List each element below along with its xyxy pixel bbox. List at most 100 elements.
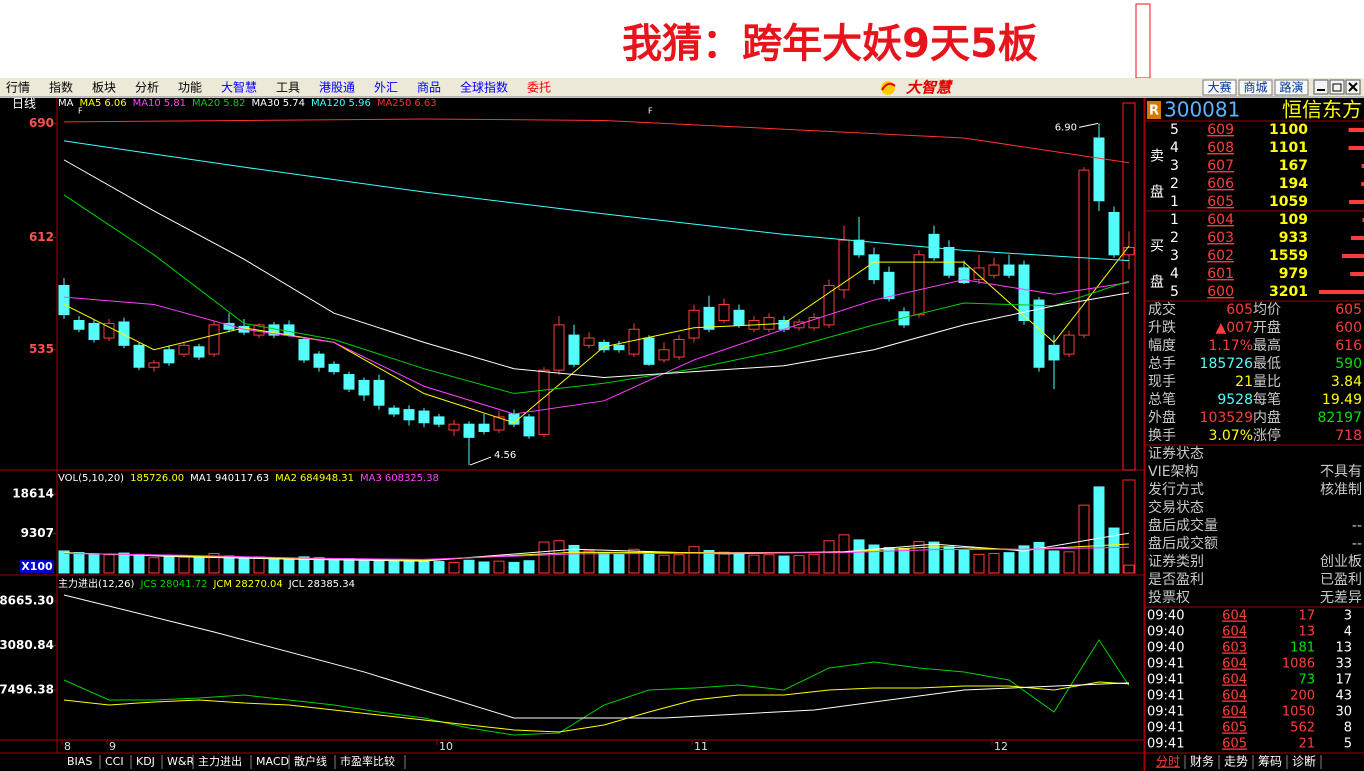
menu-item[interactable]: 指数 — [49, 80, 73, 95]
menu-item[interactable]: 港股通 — [319, 81, 355, 95]
volume-bar — [343, 558, 355, 574]
minimize[interactable] — [1313, 79, 1329, 95]
side-tab[interactable]: 诊断 — [1292, 754, 1316, 769]
stat-value: 3.07% — [1209, 428, 1253, 444]
volume-bar — [958, 549, 970, 574]
indicator-tab[interactable]: 主力进出 — [198, 754, 242, 768]
menu-item[interactable]: 功能 — [178, 81, 202, 95]
volume-bar — [673, 554, 685, 574]
top-button-label: 路演 — [1279, 80, 1303, 95]
candle-body — [208, 324, 220, 355]
menu-item[interactable]: 外汇 — [374, 81, 398, 95]
indicator-tab[interactable]: 市盈率比较 — [340, 754, 395, 768]
candle-body — [553, 324, 565, 371]
book-volume: 194 — [1279, 176, 1308, 192]
status-label: 盘后成交量 — [1148, 517, 1218, 534]
side-tab[interactable]: 分时 — [1156, 755, 1180, 769]
candle-body — [853, 239, 865, 256]
indicator-tab[interactable]: KDJ — [136, 755, 155, 768]
annotation: 6.90 — [1055, 122, 1077, 133]
candle-body — [703, 306, 715, 330]
volume-bar — [628, 548, 640, 574]
candle-body — [403, 409, 415, 421]
top-button[interactable] — [1274, 79, 1309, 96]
annotation: 4.56 — [494, 450, 516, 461]
volume-bar — [943, 546, 955, 574]
indicator-line — [63, 546, 1130, 560]
menu-item[interactable]: 工具 — [276, 81, 300, 95]
volume-bar — [568, 544, 580, 574]
tick-volume: 200 — [1290, 689, 1315, 704]
menu-item[interactable]: 行情 — [6, 81, 30, 95]
indicator-tab[interactable]: CCI — [105, 755, 124, 768]
candle-body — [358, 379, 370, 396]
volume-bar — [403, 560, 415, 574]
candle-body — [733, 309, 745, 326]
book-volume: 1059 — [1269, 194, 1308, 210]
volume-bar — [1063, 551, 1075, 574]
flag: F — [78, 107, 83, 116]
stat-label: 换手 — [1148, 427, 1176, 444]
indicator-tab[interactable]: BIAS — [67, 755, 92, 768]
volume-bar — [283, 558, 295, 574]
y-tick-label: 18614 — [12, 487, 54, 501]
volume-bar — [73, 552, 85, 574]
candle-body — [493, 416, 505, 431]
side-tab[interactable]: 走势 — [1224, 755, 1248, 769]
tick-count: 8 — [1344, 721, 1352, 736]
menu-item[interactable]: 委托 — [527, 81, 551, 95]
top-button[interactable] — [1202, 79, 1237, 96]
side-tab[interactable]: 财务 — [1190, 754, 1214, 769]
book-level: 5 — [1170, 122, 1179, 138]
stock-code: 300081 — [1164, 98, 1240, 122]
stat-value: 616 — [1335, 338, 1362, 354]
candle-body — [343, 374, 355, 390]
unit-badge — [20, 560, 54, 573]
legend-value: 28270.04 — [235, 579, 283, 590]
legend-name: JCS — [139, 579, 156, 590]
volume-bar — [823, 540, 835, 574]
legend-name: JCL — [288, 579, 305, 590]
book-bar — [1350, 236, 1364, 240]
top-button[interactable] — [1238, 79, 1273, 96]
candle-body — [433, 416, 445, 425]
side-tab[interactable]: 筹码 — [1258, 755, 1282, 769]
candle-body — [523, 416, 535, 437]
menu-item[interactable]: 商品 — [417, 80, 441, 95]
volume-bar — [658, 554, 670, 574]
menu-item[interactable]: 板块 — [92, 81, 116, 95]
book-bar — [1362, 218, 1364, 222]
tick-time: 09:40 — [1147, 609, 1184, 624]
legend-value: 5.81 — [164, 98, 186, 109]
candle-body — [928, 233, 940, 259]
menu-item[interactable]: 分析 — [135, 81, 159, 95]
tick-volume: 73 — [1298, 673, 1315, 688]
tick-count: 17 — [1335, 673, 1352, 688]
tick-time: 09:41 — [1147, 689, 1184, 704]
indicator-tab[interactable]: 散户线 — [294, 754, 327, 768]
legend: MA MA5 6.06 MA10 5.81 MA20 5.82 MA30 5.74 MA120 5.… — [58, 98, 437, 109]
book-volume: 3201 — [1269, 284, 1308, 300]
menu-item[interactable]: 大智慧 — [221, 80, 257, 95]
volume-bar — [148, 557, 160, 574]
indicator-tab[interactable]: W&R — [167, 755, 194, 768]
book-bar — [1361, 182, 1364, 186]
candle-body — [658, 349, 670, 361]
legend-value: 5.74 — [283, 98, 305, 109]
restore[interactable] — [1329, 79, 1345, 95]
y-tick-label: 9307 — [21, 526, 54, 540]
volume-bar — [643, 551, 655, 574]
stat-label: 幅度 — [1148, 338, 1176, 354]
indicator-tab[interactable]: MACD — [256, 755, 289, 768]
tick-volume: 1086 — [1282, 657, 1315, 672]
x-tick-label: 12 — [994, 740, 1008, 753]
volume-bar — [763, 554, 775, 574]
candle-body — [568, 334, 580, 365]
candle-body — [1063, 334, 1075, 355]
stat-value: 19.49 — [1322, 392, 1362, 408]
stat-value: 21 — [1235, 374, 1253, 390]
menu-item[interactable]: 全球指数 — [460, 80, 508, 95]
book-level: 2 — [1170, 176, 1179, 192]
legend-text: 主力进出(12,26) — [58, 577, 135, 590]
legend-text: 185726.00 — [130, 473, 184, 484]
